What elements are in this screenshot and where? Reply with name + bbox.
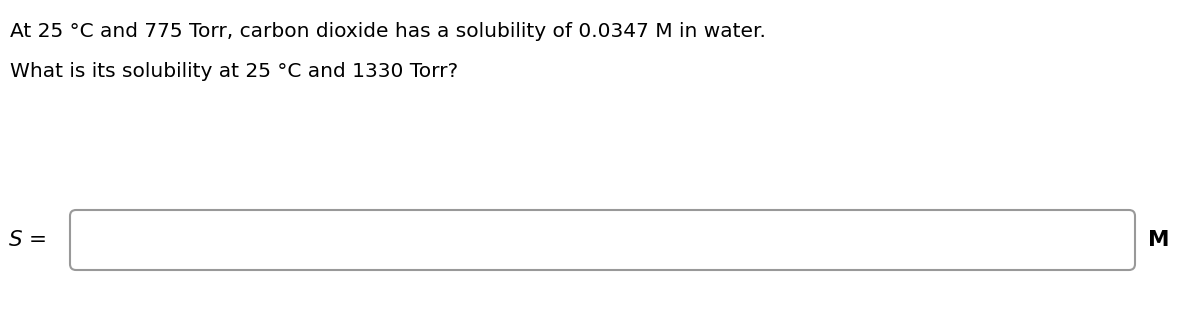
- FancyBboxPatch shape: [70, 210, 1135, 270]
- Text: At 25 °C and 775 Torr, carbon dioxide has a solubility of 0.0347 M in water.: At 25 °C and 775 Torr, carbon dioxide ha…: [10, 22, 766, 41]
- Text: M: M: [1148, 230, 1170, 250]
- Text: $S$ =: $S$ =: [8, 230, 47, 250]
- Text: What is its solubility at 25 °C and 1330 Torr?: What is its solubility at 25 °C and 1330…: [10, 62, 458, 81]
